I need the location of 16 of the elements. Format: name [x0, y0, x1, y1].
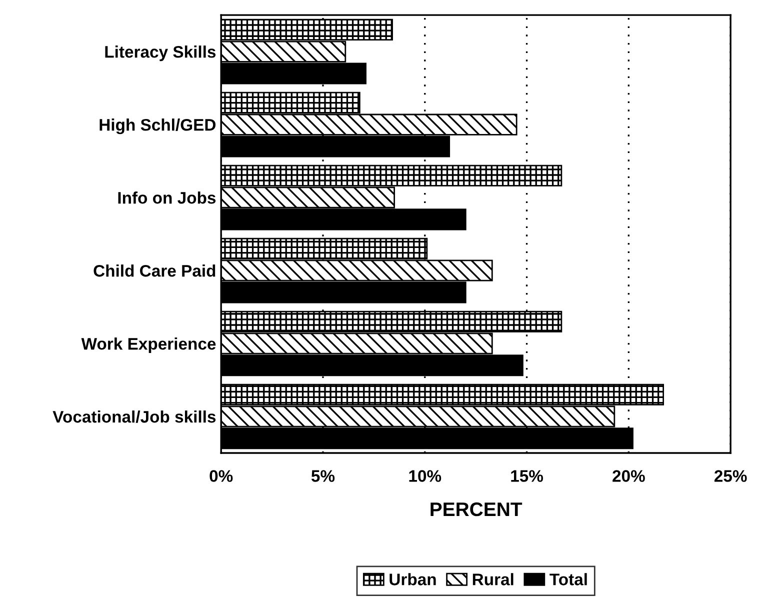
x-tick-label: 10% [409, 470, 442, 482]
legend-label: Total [550, 573, 587, 586]
legend-label: Rural [472, 573, 514, 586]
legend-label: Urban [390, 573, 436, 586]
y-tick-label: Literacy Skills [105, 46, 216, 62]
x-tick-label: 15% [511, 470, 544, 482]
x-axis-title: PERCENT [430, 502, 522, 516]
y-tick-label: Child Care Paid [94, 264, 216, 277]
y-tick-label: Work Experience [81, 337, 216, 354]
y-tick-label: Info on Jobs [118, 192, 216, 204]
x-tick-label: 25% [714, 470, 747, 482]
x-tick-label: 5% [311, 470, 335, 482]
x-tick-label: 20% [612, 470, 645, 482]
x-tick-label: 0% [210, 470, 233, 482]
y-tick-label: High Schl/GED [100, 118, 216, 134]
y-tick-label: Vocational/Job skills [52, 410, 216, 423]
